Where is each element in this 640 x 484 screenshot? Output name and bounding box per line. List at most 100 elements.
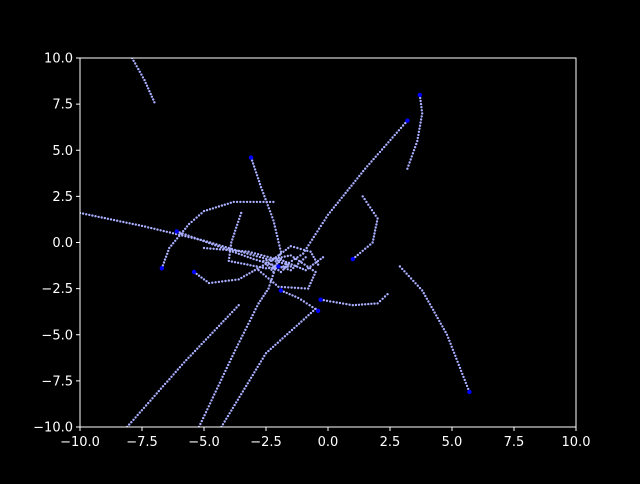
- trail-point: [242, 275, 246, 278]
- trail-point: [372, 235, 376, 238]
- trail-point: [131, 222, 134, 226]
- trail-point: [323, 219, 326, 222]
- trail-point: [366, 165, 369, 168]
- trail-point: [235, 200, 239, 204]
- trail-point: [300, 287, 303, 290]
- trail-point: [282, 268, 285, 271]
- trail-point: [217, 384, 220, 387]
- trail-point: [279, 250, 283, 253]
- trail-point: [395, 131, 398, 134]
- trail-point: [243, 387, 246, 390]
- trail-point: [277, 260, 281, 263]
- trail-point: [407, 274, 410, 278]
- trail-point: [220, 204, 224, 207]
- trail-point: [465, 384, 469, 388]
- trail-point: [393, 133, 396, 137]
- trail-point: [225, 248, 228, 252]
- trail-point: [202, 209, 206, 213]
- ticks-layer: −10.0 −7.5 −5.0 −2.5 0.0 2.5 5.0 7.5 10.0 −10.0 −7…: [33, 52, 590, 451]
- trail-point: [272, 267, 275, 270]
- trail-point: [233, 232, 236, 235]
- trail-point: [134, 223, 137, 226]
- trail-point: [259, 271, 263, 274]
- trail-point: [319, 224, 323, 228]
- trail-point: [258, 265, 261, 269]
- trail-point: [255, 265, 258, 268]
- trail-point: [290, 259, 294, 263]
- trail-point: [278, 247, 282, 250]
- trail-point: [414, 282, 417, 285]
- trail-point: [348, 186, 351, 190]
- trail-point: [257, 269, 260, 272]
- trail-point: [362, 169, 365, 173]
- trail-point: [223, 203, 226, 206]
- trail-point: [159, 229, 162, 232]
- trail-point: [208, 208, 212, 211]
- trail-point: [258, 259, 261, 263]
- trail-point: [174, 239, 177, 242]
- trail-point: [314, 261, 317, 264]
- trail-point: [210, 399, 213, 402]
- trail-point: [152, 98, 155, 101]
- trail-point: [319, 257, 322, 261]
- trail-point: [441, 325, 444, 328]
- trail-point: [428, 303, 432, 306]
- trail-point: [196, 347, 199, 350]
- trail-point: [406, 167, 409, 170]
- trail-point: [231, 310, 234, 314]
- trail-point: [445, 333, 449, 336]
- trail-point: [407, 164, 410, 167]
- trail-point: [246, 263, 249, 266]
- trail-point: [205, 240, 208, 244]
- trail-point: [162, 261, 166, 264]
- trail-point: [231, 406, 235, 410]
- trail-point: [191, 352, 195, 355]
- trail-point: [259, 186, 263, 189]
- trail-point: [458, 366, 462, 370]
- trail-point: [410, 155, 413, 158]
- trail-point: [211, 207, 215, 210]
- trail-point: [249, 264, 252, 267]
- trail-point: [420, 115, 423, 118]
- trail-point: [200, 276, 203, 279]
- trail-point: [293, 264, 296, 267]
- trail-point: [439, 322, 442, 325]
- trail-11: [257, 254, 317, 290]
- trail-point: [252, 165, 256, 168]
- trail-point: [373, 302, 376, 305]
- trail-point: [277, 269, 280, 272]
- trail-point: [224, 245, 227, 249]
- trail-point: [363, 197, 366, 201]
- trail-point: [163, 382, 167, 386]
- trail-point: [245, 273, 248, 276]
- trail-point: [230, 409, 233, 412]
- trail-point: [144, 81, 147, 85]
- trail-point: [245, 384, 248, 388]
- trail-point: [381, 297, 384, 300]
- x-tick-label: −10.0: [60, 435, 100, 450]
- trail-point: [143, 78, 146, 82]
- trail-point: [184, 227, 187, 230]
- trail-3: [282, 119, 409, 268]
- trail-point: [341, 302, 345, 305]
- trail-point: [281, 337, 284, 340]
- trail-point: [168, 378, 171, 381]
- trail-point: [287, 263, 290, 266]
- trails-layer: [80, 58, 471, 427]
- trail-point: [220, 322, 223, 325]
- trail-point: [419, 118, 423, 121]
- trail-point: [334, 203, 337, 207]
- body-head-12: [276, 264, 281, 269]
- trail-point: [199, 238, 202, 242]
- trail-point: [234, 251, 238, 254]
- trail-point: [335, 301, 338, 304]
- trail-point: [238, 395, 241, 399]
- trail-point: [100, 216, 103, 219]
- trail-point: [421, 289, 424, 292]
- trail-point: [409, 277, 413, 280]
- trail-point: [309, 241, 312, 244]
- trail-point: [459, 369, 463, 373]
- trail-point: [172, 242, 175, 245]
- trail-point: [162, 229, 165, 233]
- trail-point: [156, 228, 159, 231]
